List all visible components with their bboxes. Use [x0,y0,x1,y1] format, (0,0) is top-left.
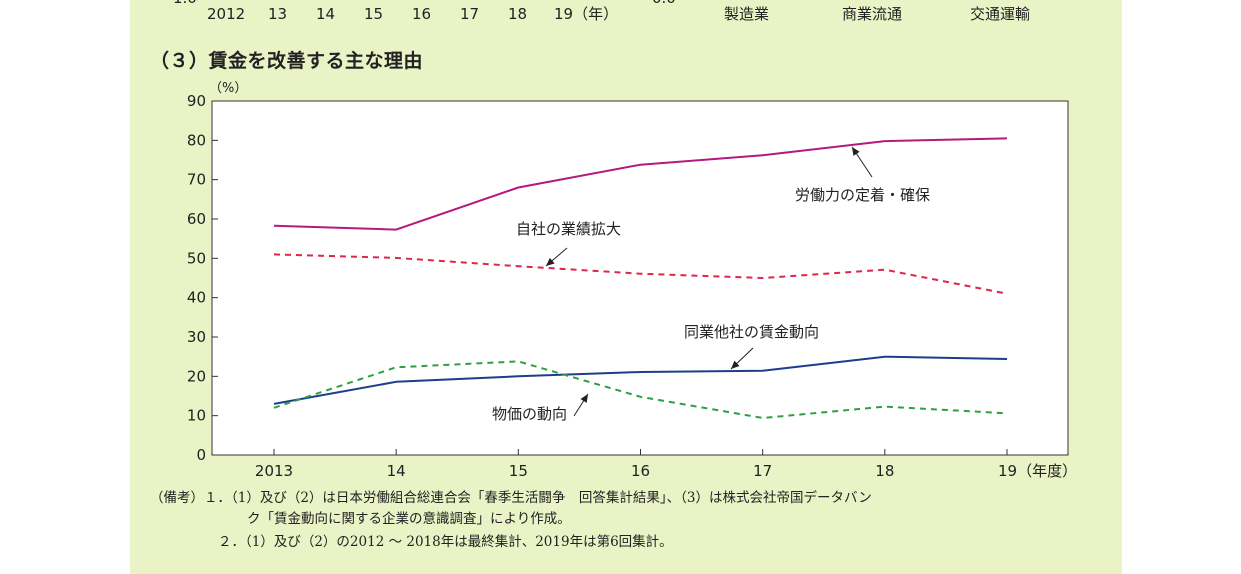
top-category-manufacturing: 製造業 [724,5,770,23]
note-line-1: （備考）１．（1）及び（2）は日本労働組合総連合会「春季生活闘争 回答集計結果」… [150,490,872,506]
top-x-tick-16: 16 [412,5,432,23]
top-x-tick-14: 14 [316,5,336,23]
top-x-tick-2012: 2012 [207,5,246,23]
top-x-tick-17: 17 [460,5,480,23]
top-x-tick-15: 15 [364,5,384,23]
top-x-tick-13: 13 [268,5,288,23]
series-line-0 [273,137,1008,231]
x-tick-label-19: 19（年度） [998,462,1077,480]
arrow-business-expansion-head [546,257,555,266]
series-line-3 [273,360,1008,419]
annotation-prices: 物価の動向 [492,405,567,423]
x-tick-label-16: 16 [631,462,650,480]
annotation-labor-retention: 労働力の定着・確保 [795,186,930,204]
x-tick-label-2013: 2013 [255,462,293,480]
series-line-1 [273,253,1008,295]
plot-area [211,100,1069,456]
y-tick-label-50: 50 [187,249,206,267]
note-line-2: ク「賃金動向に関する企業の意識調査」により作成。 [247,511,571,527]
arrow-labor-retention-head [852,147,860,156]
x-tick-label-14: 14 [387,462,406,480]
y-tick-label-40: 40 [187,289,206,307]
note-line-3: ２．（1）及び（2）の2012 ～ 2018年は最終集計、2019年は第6回集計… [218,534,673,550]
arrow-competitor-wages-head [731,360,740,369]
y-tick-label-90: 90 [187,92,206,110]
y-tick-label-80: 80 [187,131,206,149]
annotation-competitor-wages: 同業他社の賃金動向 [684,323,819,341]
x-tick-label-17: 17 [753,462,772,480]
y-tick-label-0: 0 [196,446,206,464]
top-left-axis-clip: 1.0 [160,0,240,10]
y-tick-label-70: 70 [187,171,206,189]
y-tick-label-60: 60 [187,210,206,228]
section-title: （３）賃金を改善する主な理由 [150,50,424,72]
top-right-axis-clip: 0.0 [640,0,700,10]
x-tick-label-18: 18 [875,462,894,480]
arrow-prices-head [580,394,588,403]
annotation-business-expansion: 自社の業績拡大 [516,220,621,238]
top-x-tick-18: 18 [508,5,528,23]
y-tick-label-30: 30 [187,328,206,346]
top-right-axis-tick: 0.0 [652,0,676,8]
x-tick-label-15: 15 [509,462,528,480]
top-category-transport: 交通運輸 [970,5,1031,23]
y-tick-label-20: 20 [187,367,206,385]
top-left-axis-tick: 1.0 [173,0,197,8]
y-tick-label-10: 10 [187,407,206,425]
top-category-commerce: 商業流通 [842,5,903,23]
top-x-tick-19: 19（年） [554,5,619,23]
y-axis-unit-label: （%） [209,81,247,96]
